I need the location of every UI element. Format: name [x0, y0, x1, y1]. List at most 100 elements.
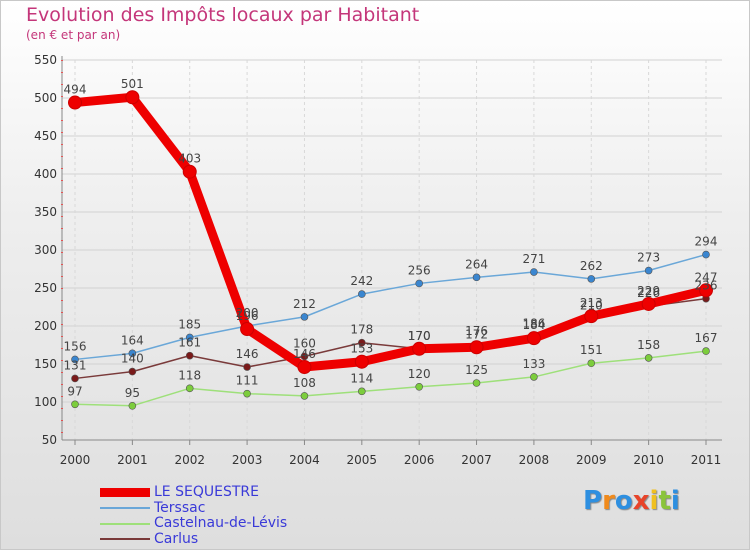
data-label: 200	[236, 306, 259, 320]
data-label: 172	[465, 327, 488, 341]
legend-label: Terssac	[154, 499, 206, 516]
data-label: 264	[465, 257, 488, 271]
data-point	[182, 164, 197, 179]
data-point	[530, 373, 538, 381]
legend-swatch	[100, 538, 150, 541]
data-label: 210	[580, 298, 603, 312]
data-point	[185, 384, 194, 393]
logo-letter: t	[658, 486, 671, 516]
proxiti-logo: Proxiti	[583, 486, 680, 516]
x-tick-label: 2007	[461, 453, 492, 467]
data-label: 140	[121, 352, 144, 366]
x-tick-label: 2006	[404, 453, 435, 467]
data-point	[125, 90, 140, 105]
data-point	[412, 341, 427, 356]
data-label: 146	[236, 347, 259, 361]
data-label: 118	[178, 368, 201, 382]
data-label: 226	[637, 286, 660, 300]
data-label: 501	[121, 77, 144, 91]
x-tick-label: 2001	[117, 453, 148, 467]
data-point	[358, 290, 366, 298]
data-label: 213	[580, 296, 603, 310]
y-tick-label: 450	[34, 129, 57, 143]
data-point	[644, 354, 653, 362]
data-point	[185, 351, 194, 360]
data-label: 160	[293, 336, 316, 350]
data-point	[300, 313, 309, 321]
data-label: 108	[293, 376, 316, 390]
data-label: 178	[350, 323, 373, 337]
data-label: 114	[350, 371, 373, 385]
data-point	[702, 347, 710, 355]
logo-letter: x	[632, 486, 650, 516]
data-label: 176	[465, 324, 488, 338]
data-point	[526, 331, 541, 346]
x-tick-label: 2002	[174, 453, 205, 467]
y-tick-label: 400	[34, 167, 57, 181]
x-tick-label: 2005	[347, 453, 378, 467]
data-label: 294	[695, 235, 718, 249]
data-label: 212	[293, 297, 316, 311]
data-point	[699, 283, 713, 298]
logo-letter: i	[649, 486, 659, 516]
data-point	[469, 340, 484, 355]
legend-label: Castelnau-de-Lévis	[154, 515, 288, 531]
x-tick-label: 2003	[232, 453, 263, 467]
data-label: 273	[637, 251, 660, 265]
data-point	[128, 367, 137, 376]
data-point	[644, 266, 653, 275]
logo-letter: r	[602, 486, 615, 516]
data-point	[300, 392, 309, 400]
data-label: 494	[64, 83, 87, 97]
data-label: 170	[408, 329, 431, 343]
data-point	[71, 374, 79, 383]
data-label: 97	[67, 384, 82, 398]
data-point	[415, 279, 423, 288]
data-label: 196	[236, 309, 259, 323]
x-tick-label: 2008	[519, 453, 550, 467]
data-point	[587, 359, 596, 368]
data-point	[354, 354, 369, 369]
y-tick-label: 550	[34, 53, 57, 67]
data-label: 95	[125, 386, 140, 400]
data-point	[702, 250, 710, 259]
data-point	[587, 275, 596, 283]
data-point	[128, 401, 137, 410]
data-point	[71, 400, 79, 409]
logo-letter: P	[583, 486, 603, 516]
legend-swatch	[100, 507, 150, 510]
data-point	[128, 349, 137, 358]
data-point	[243, 389, 251, 398]
data-point	[297, 360, 312, 375]
data-label: 125	[465, 363, 488, 377]
legend-swatch	[100, 522, 150, 525]
y-tick-label: 200	[34, 319, 57, 333]
data-label: 247	[695, 270, 718, 284]
data-label: 146	[293, 347, 316, 361]
y-tick-label: 350	[34, 205, 57, 219]
legend-label: LE SEQUESTRE	[154, 484, 259, 500]
logo-letter: o	[614, 486, 633, 516]
y-tick-label: 250	[34, 281, 57, 295]
data-label: 167	[695, 331, 718, 345]
data-label: 151	[580, 343, 603, 357]
data-label: 153	[350, 342, 373, 356]
data-label: 242	[350, 274, 373, 288]
chart-title: Evolution des Impôts locaux par Habitant	[26, 4, 420, 26]
data-label: 161	[178, 336, 201, 350]
data-point	[358, 338, 366, 347]
data-label: 262	[580, 259, 603, 273]
data-label: 185	[178, 317, 201, 331]
data-point	[243, 363, 251, 371]
data-point	[641, 296, 656, 311]
series-line-terssac	[74, 253, 707, 361]
data-label: 156	[64, 339, 87, 353]
data-label: 158	[637, 338, 660, 352]
series-line-castelnau-de-l-vis	[74, 350, 707, 407]
x-tick-label: 2004	[289, 453, 320, 467]
y-tick-label: 300	[34, 243, 57, 257]
data-label: 271	[522, 252, 545, 266]
x-tick-label: 2011	[691, 453, 722, 467]
